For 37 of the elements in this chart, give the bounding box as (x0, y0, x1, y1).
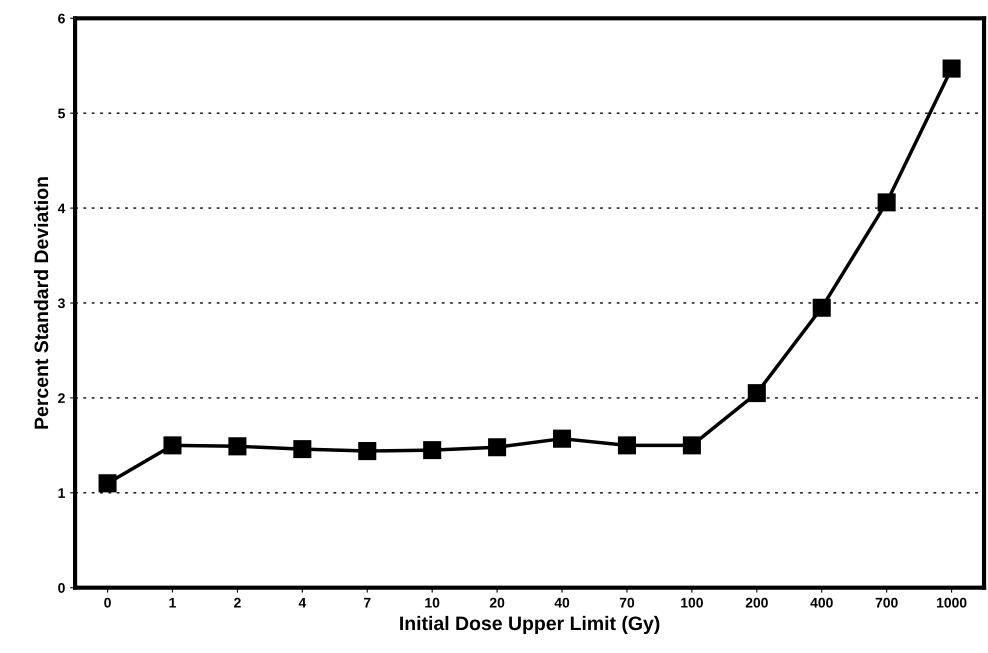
y-tick-label: 3 (58, 298, 65, 308)
point (163, 436, 182, 454)
y-tick-label: 2 (58, 393, 65, 403)
point (942, 60, 961, 78)
x-tick-label: 70 (620, 598, 634, 608)
y-tick-label: 6 (58, 14, 65, 24)
y-tick-label: 1 (58, 488, 65, 498)
x-tick-label: 200 (746, 598, 768, 608)
y-tick-label: 0 (58, 583, 65, 593)
point (423, 441, 442, 460)
x-tick-label: 4 (298, 598, 306, 608)
x-tick-label: 100 (681, 598, 703, 608)
point (878, 193, 896, 212)
point (618, 436, 636, 454)
x-tick-label: 400 (810, 598, 833, 608)
x-tick-label: 1 (169, 598, 176, 608)
point (228, 437, 246, 456)
point (553, 430, 572, 448)
point (812, 298, 831, 317)
x-tick-label: 7 (364, 598, 371, 608)
x-tick-label: 40 (554, 598, 570, 608)
x-tick-label: 2 (234, 598, 241, 608)
x-tick-label: 1000 (937, 598, 966, 608)
y-axis-title: Percent Standard Deviation (34, 177, 48, 429)
x-tick-label: 20 (490, 598, 504, 608)
point (488, 438, 506, 456)
point (293, 440, 312, 458)
point (98, 474, 117, 492)
point (682, 436, 701, 454)
x-axis-title: Initial Dose Upper Limit (Gy) (400, 616, 660, 634)
x-tick-label: 0 (104, 598, 111, 608)
y-tick-label: 5 (58, 108, 65, 118)
y-tick-label: 4 (58, 204, 66, 214)
point (358, 442, 376, 460)
x-tick-label: 10 (425, 598, 440, 608)
point (748, 384, 766, 402)
x-tick-label: 700 (876, 598, 898, 608)
